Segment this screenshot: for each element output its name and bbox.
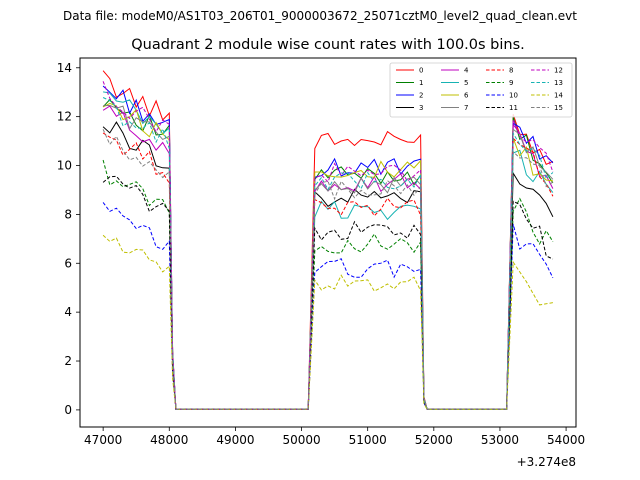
series-15-line (102, 129, 554, 410)
x-offset-label: +3.274e8 (517, 455, 576, 469)
x-tick-label: 54000 (547, 433, 585, 447)
legend-label-12: 12 (554, 67, 563, 75)
x-tick-label: 47000 (84, 433, 122, 447)
legend-label-6: 6 (464, 92, 469, 100)
legend-label-9: 9 (509, 79, 513, 87)
legend-label-8: 8 (509, 67, 513, 75)
series-11-line (102, 175, 554, 410)
y-tick-label: 4 (64, 305, 72, 319)
legend-label-7: 7 (464, 104, 468, 112)
legend-label-2: 2 (419, 92, 423, 100)
plot-lines (102, 70, 554, 410)
legend-label-5: 5 (464, 79, 468, 87)
legend-label-1: 1 (419, 79, 423, 87)
legend-label-11: 11 (509, 104, 518, 112)
y-tick-label: 10 (57, 159, 72, 173)
legend-label-10: 10 (509, 92, 518, 100)
legend-frame (389, 62, 573, 118)
y-tick-label: 14 (57, 61, 72, 75)
series-13-line (102, 97, 554, 410)
chart-suptitle: Data file: modeM0/AS1T03_206T01_90000036… (63, 9, 577, 23)
y-tick-label: 6 (64, 256, 72, 270)
plot-frame (79, 57, 577, 428)
x-axis: 47000 48000 49000 50000 51000 52000 53000 54000 (84, 427, 585, 447)
y-tick-label: 12 (57, 110, 72, 124)
legend-label-3: 3 (419, 104, 423, 112)
y-tick-label: 2 (64, 354, 72, 368)
legend-label-15: 15 (554, 104, 563, 112)
x-tick-label: 51000 (349, 433, 387, 447)
legend-label-14: 14 (554, 92, 563, 100)
y-axis: 0 2 4 6 8 10 12 14 (57, 61, 80, 417)
legend-label-4: 4 (464, 67, 469, 75)
x-tick-label: 53000 (481, 433, 519, 447)
x-tick-label: 50000 (282, 433, 320, 447)
chart-title: Quadrant 2 module wise count rates with … (131, 37, 525, 53)
series-8-line (102, 132, 554, 410)
x-tick-label: 52000 (415, 433, 453, 447)
series-14-line (102, 234, 553, 410)
x-tick-label: 48000 (150, 433, 188, 447)
legend-label-13: 13 (554, 79, 563, 87)
y-tick-label: 8 (64, 207, 72, 221)
x-tick-label: 49000 (216, 433, 254, 447)
legend-label-0: 0 (419, 67, 423, 75)
y-tick-label: 0 (64, 403, 72, 417)
